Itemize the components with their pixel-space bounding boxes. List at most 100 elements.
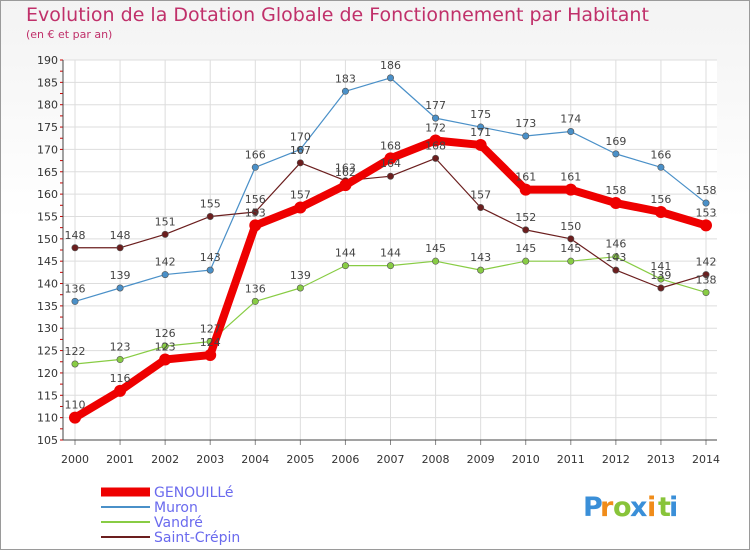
data-point — [567, 257, 575, 265]
data-point — [612, 253, 620, 261]
data-point — [296, 284, 304, 292]
x-tick-label: 2001 — [106, 453, 134, 466]
data-point — [432, 154, 440, 162]
data-label: 124 — [200, 336, 221, 349]
data-label: 143 — [470, 251, 491, 264]
data-point — [249, 219, 262, 232]
data-label: 139 — [110, 269, 131, 282]
data-point — [206, 266, 214, 274]
y-tick-label: 105 — [37, 434, 58, 447]
data-point — [657, 284, 665, 292]
data-point — [564, 183, 577, 196]
x-tick-label: 2013 — [647, 453, 675, 466]
data-label: 153 — [245, 206, 266, 219]
data-point — [251, 297, 259, 305]
data-label: 168 — [425, 139, 446, 152]
data-label: 123 — [155, 341, 176, 354]
y-tick-label: 140 — [37, 278, 58, 291]
data-point — [522, 257, 530, 265]
x-tick-label: 2006 — [331, 453, 359, 466]
data-point — [116, 284, 124, 292]
x-tick-label: 2011 — [557, 453, 585, 466]
data-label: 167 — [290, 144, 311, 157]
data-label: 172 — [425, 121, 446, 134]
data-point — [251, 163, 259, 171]
data-point — [386, 74, 394, 82]
data-point — [477, 123, 485, 131]
data-label: 146 — [605, 238, 626, 251]
data-label: 162 — [335, 166, 356, 179]
data-label: 156 — [245, 193, 266, 206]
data-label: 126 — [155, 327, 176, 340]
data-point — [519, 183, 532, 196]
data-point — [477, 266, 485, 274]
data-point — [522, 132, 530, 140]
data-label: 157 — [470, 189, 491, 202]
data-point — [69, 411, 81, 424]
data-point — [159, 353, 172, 366]
data-label: 175 — [470, 108, 491, 121]
data-point — [116, 244, 124, 252]
y-tick-label: 160 — [37, 188, 58, 201]
data-point — [702, 288, 710, 296]
data-label: 141 — [650, 260, 671, 273]
data-label: 156 — [650, 193, 671, 206]
y-tick-label: 120 — [37, 367, 58, 380]
y-tick-label: 130 — [37, 322, 58, 335]
data-label: 150 — [560, 220, 581, 233]
data-point — [702, 199, 710, 207]
y-tick-label: 135 — [37, 300, 58, 313]
y-tick-label: 145 — [37, 255, 58, 268]
y-tick-label: 110 — [37, 412, 58, 425]
data-label: 158 — [605, 184, 626, 197]
data-label: 158 — [696, 184, 717, 197]
data-label: 116 — [110, 372, 131, 385]
x-tick-label: 2009 — [467, 453, 495, 466]
data-point — [339, 179, 352, 192]
data-point — [161, 230, 169, 238]
data-point — [386, 172, 394, 180]
data-point — [161, 342, 169, 350]
y-tick-label: 180 — [37, 99, 58, 112]
data-label: 142 — [696, 256, 717, 269]
data-point — [474, 138, 487, 151]
data-label: 144 — [380, 247, 401, 260]
logo-letter: o — [613, 492, 632, 523]
data-label: 174 — [560, 113, 581, 126]
data-point — [429, 134, 442, 147]
data-label: 148 — [65, 229, 86, 242]
data-point — [384, 152, 397, 165]
data-label: 166 — [245, 148, 266, 161]
data-point — [341, 87, 349, 95]
data-label: 123 — [110, 341, 131, 354]
chart-title: Evolution de la Dotation Globale de Fonc… — [26, 4, 649, 26]
data-point — [700, 219, 712, 232]
data-point — [206, 212, 214, 220]
data-label: 142 — [155, 256, 176, 269]
data-point — [204, 349, 217, 362]
data-point — [71, 297, 79, 305]
x-tick-label: 2002 — [151, 453, 179, 466]
data-point — [567, 128, 575, 136]
data-label: 145 — [515, 242, 536, 255]
data-point — [612, 150, 620, 158]
data-point — [612, 266, 620, 274]
logo-letter: r — [600, 492, 614, 523]
x-tick-label: 2004 — [241, 453, 269, 466]
y-tick-label: 155 — [37, 210, 58, 223]
data-point — [71, 244, 79, 252]
data-label: 145 — [425, 242, 446, 255]
x-tick-label: 2008 — [422, 453, 450, 466]
logo-letter: i — [647, 492, 656, 523]
data-point — [161, 271, 169, 279]
data-label: 139 — [290, 269, 311, 282]
legend-label: Muron — [154, 500, 198, 516]
x-tick-label: 2010 — [512, 453, 540, 466]
data-point — [296, 159, 304, 167]
data-label: 152 — [515, 211, 536, 224]
data-label: 161 — [560, 171, 581, 184]
data-label: 173 — [515, 117, 536, 130]
data-label: 143 — [200, 251, 221, 264]
data-label: 144 — [335, 247, 356, 260]
